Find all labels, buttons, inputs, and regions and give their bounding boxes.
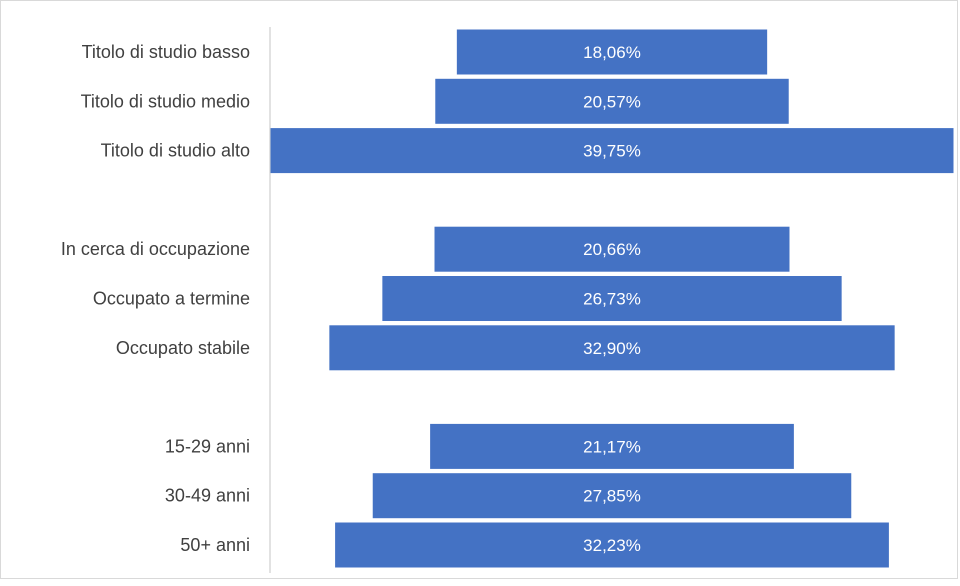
- data-label: 32,90%: [583, 339, 641, 358]
- category-label: 50+ anni: [180, 535, 250, 555]
- bar: [372, 473, 852, 519]
- category-label: Titolo di studio basso: [82, 42, 250, 62]
- data-label: 18,06%: [583, 43, 641, 62]
- category-label: 15-29 anni: [165, 436, 250, 456]
- data-label: 20,66%: [583, 240, 641, 259]
- bar: [430, 423, 794, 469]
- bar: [329, 325, 895, 371]
- category-label: In cerca di occupazione: [61, 239, 250, 259]
- data-label: 20,57%: [583, 92, 641, 111]
- category-label: 30-49 anni: [165, 486, 250, 506]
- bar: [456, 29, 768, 75]
- bar: [335, 522, 889, 568]
- category-label: Titolo di studio medio: [81, 91, 250, 111]
- category-label: Titolo di studio alto: [101, 141, 250, 161]
- bar: [434, 226, 790, 272]
- data-label: 21,17%: [583, 437, 641, 456]
- data-label: 39,75%: [583, 142, 641, 161]
- data-label: 26,73%: [583, 290, 641, 309]
- category-label: Occupato stabile: [116, 338, 250, 358]
- bar: [435, 78, 789, 124]
- category-label: Occupato a termine: [93, 289, 250, 309]
- data-label: 27,85%: [583, 487, 641, 506]
- bar: [382, 276, 842, 321]
- bar: [270, 128, 954, 174]
- data-label: 32,23%: [583, 536, 641, 555]
